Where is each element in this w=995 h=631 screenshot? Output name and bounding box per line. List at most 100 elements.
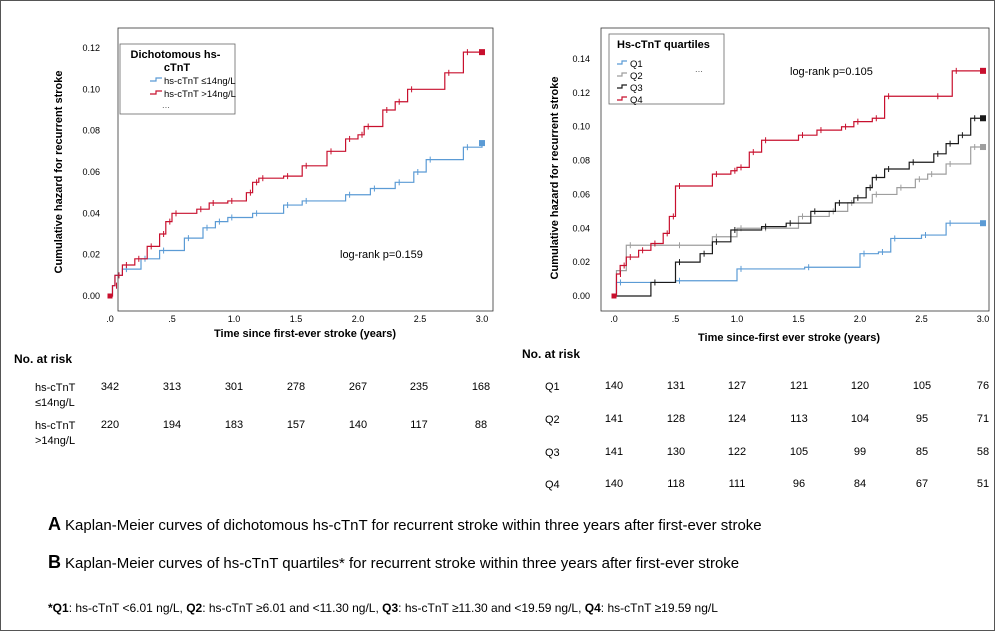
risk-cell: 130: [666, 446, 686, 458]
x-tick-label: 1.5: [792, 314, 805, 324]
series-line-1: [614, 222, 983, 297]
risk-cell: 95: [915, 413, 929, 425]
footnote-q2-text: : hs-cTnT ≥6.01 and <11.30 ng/L,: [202, 601, 383, 615]
panel-a-legend-more: ...: [162, 100, 170, 111]
x-tick-label: 1.0: [228, 314, 241, 324]
risk-cell: 88: [474, 419, 488, 431]
x-tick-label: 3.0: [977, 314, 990, 324]
x-tick-label: 2.5: [915, 314, 928, 324]
risk-cell: 220: [100, 419, 120, 431]
series-end-marker: [479, 140, 485, 147]
panel-b-legend-swatch: [617, 72, 627, 77]
risk-cell: 120: [850, 380, 870, 392]
caption-b-text: Kaplan-Meier curves of hs-cTnT quartiles…: [65, 555, 740, 572]
risk-cell: 105: [789, 446, 809, 458]
panel-a-chart: Cumulative hazard for recurrent stroke T…: [53, 27, 494, 340]
series-end-marker: [980, 115, 986, 122]
risk-cell: 124: [727, 413, 747, 425]
panel-b-legend-item: Q1: [630, 59, 643, 70]
series-line-3: [614, 117, 983, 297]
panel-a-legend: Dichotomous hs- cTnT hs-cTnT ≤14ng/L hs-…: [119, 43, 236, 115]
y-tick-label: 0.10: [82, 84, 100, 94]
risk-cell: 71: [976, 413, 990, 425]
y-tick-label: 0.02: [572, 257, 590, 267]
risk-row-label: Q3: [545, 447, 560, 459]
x-tick-label: 2.5: [414, 314, 427, 324]
risk-row-label: Q4: [545, 479, 560, 491]
risk-cell: 141: [604, 446, 624, 458]
risk-cell: 99: [853, 446, 867, 458]
y-tick-label: 0.06: [572, 189, 590, 199]
panel-a-legend-box: [119, 43, 236, 115]
x-tick-label: 2.0: [854, 314, 867, 324]
risk-row-label: Q2: [545, 414, 560, 426]
x-tick-label: .0: [610, 314, 618, 324]
panel-b-chart: Cumulative hazard for recurrent stroke T…: [549, 27, 990, 344]
risk-cell: 140: [604, 380, 624, 392]
footnote-q2-label: Q2: [186, 601, 203, 615]
panel-a-x-axis-label: Time since first-ever stroke (years): [214, 328, 396, 340]
panel-b-plot-area: [600, 27, 990, 312]
panel-a-legend-item-high: hs-cTnT >14ng/L: [164, 89, 236, 100]
panel-b-logrank-annotation: log-rank p=0.105: [790, 66, 873, 78]
panel-b-legend-swatch: [617, 96, 627, 101]
panel-a-y-axis-label: Cumulative hazard for recurrent stroke: [53, 71, 65, 274]
x-tick-label: 3.0: [476, 314, 489, 324]
chart-canvas: Cumulative hazard for recurrent stroke T…: [53, 27, 990, 344]
series-end-marker: [980, 220, 986, 227]
risk-cell: 342: [100, 381, 120, 393]
panel-b-legend-box: [608, 33, 725, 105]
series-end-marker: [479, 49, 485, 56]
panel-a-logrank-annotation: log-rank p=0.159: [340, 249, 423, 261]
risk-cell: 105: [912, 380, 932, 392]
y-tick-label: 0.12: [572, 88, 590, 98]
risk-cell: 96: [792, 478, 806, 490]
risk-row-label: hs-cTnT >14ng/L: [35, 420, 76, 447]
footnote-q4-text: : hs-cTnT ≥19.59 ng/L: [600, 601, 718, 615]
risk-cell: 58: [976, 446, 990, 458]
panel-a-legend-swatch-low: [150, 77, 162, 82]
series-line-2: [110, 51, 482, 297]
risk-cell: 67: [915, 478, 929, 490]
caption-b: B Kaplan-Meier curves of hs-cTnT quartile…: [48, 552, 739, 573]
risk-cell: 85: [915, 446, 929, 458]
y-tick-label: 0.04: [82, 208, 100, 218]
caption-b-letter: B: [48, 552, 61, 572]
risk-cell: 141: [604, 413, 624, 425]
footnote-q4-label: Q4: [584, 601, 601, 615]
y-tick-label: 0.00: [572, 291, 590, 301]
risk-cell: 131: [666, 380, 686, 392]
risk-cell: 313: [162, 381, 182, 393]
caption-a-letter: A: [48, 514, 61, 534]
x-tick-label: .0: [106, 314, 114, 324]
panel-a-risk-title: No. at risk: [14, 352, 73, 366]
risk-cell: 301: [224, 381, 244, 393]
series-line-1: [110, 143, 483, 297]
risk-cell: 117: [410, 419, 428, 431]
risk-cell: 121: [789, 380, 809, 392]
footnote-q3-label: Q3: [382, 601, 399, 615]
panel-a-plot-area: [117, 27, 494, 312]
panel-b-legend-item: Q3: [630, 83, 643, 94]
risk-cell: 267: [348, 381, 368, 393]
risk-cell: 51: [976, 478, 990, 490]
y-tick-label: 0.00: [82, 291, 100, 301]
y-tick-label: 0.12: [82, 43, 100, 53]
series-end-marker: [980, 67, 986, 74]
panel-b-x-axis-label: Time since-first ever stroke (years): [698, 332, 880, 344]
series-end-marker: [980, 144, 986, 151]
panel-b-legend-item: Q2: [630, 71, 643, 82]
panel-a-legend-item-low: hs-cTnT ≤14ng/L: [164, 76, 236, 87]
risk-cell: 194: [162, 419, 182, 431]
panel-b-legend-swatch: [617, 84, 627, 89]
x-tick-label: 2.0: [352, 314, 365, 324]
risk-cell: 140: [604, 478, 624, 490]
risk-cell: 140: [348, 419, 368, 431]
panel-a-legend-swatch-high: [150, 90, 162, 95]
risk-cell: 84: [853, 478, 867, 490]
x-tick-label: 1.0: [731, 314, 744, 324]
risk-cell: 128: [666, 413, 686, 425]
series-start-marker: [611, 293, 617, 299]
risk-cell: 104: [850, 413, 870, 425]
x-tick-label: .5: [672, 314, 680, 324]
